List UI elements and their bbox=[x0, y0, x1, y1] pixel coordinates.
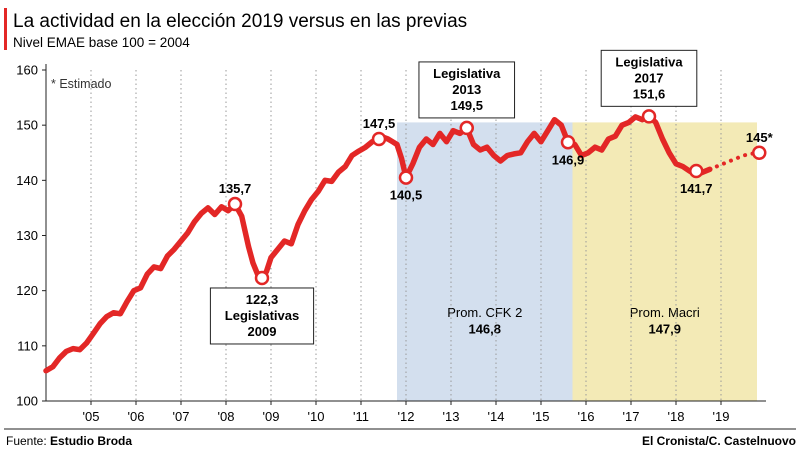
annotation-label-2: 147,5 bbox=[363, 116, 396, 131]
x-tick-label-6: '11 bbox=[353, 409, 369, 424]
x-tick-label-1: '06 bbox=[128, 409, 145, 424]
annotation-label-7: 141,7 bbox=[680, 181, 713, 196]
annotation-label-5: 146,9 bbox=[552, 152, 585, 167]
x-tick-label-0: '05 bbox=[83, 409, 100, 424]
title-accent-bar bbox=[4, 8, 7, 50]
x-tick-label-2: '07 bbox=[173, 409, 190, 424]
annotation-label-1-0: 122,3 bbox=[246, 292, 279, 307]
footer-source-value: Estudio Broda bbox=[50, 434, 132, 448]
y-tick-label-6: 160 bbox=[16, 63, 38, 78]
marker-points bbox=[227, 109, 767, 286]
x-tick-label-5: '10 bbox=[308, 409, 325, 424]
y-tick-label-0: 100 bbox=[16, 394, 38, 409]
annotation-label-4-1: 2013 bbox=[452, 82, 481, 97]
x-tick-label-12: '17 bbox=[623, 409, 640, 424]
annotation-label-0: 135,7 bbox=[219, 181, 252, 196]
y-tick-label-4: 140 bbox=[16, 173, 38, 188]
point-marker-3 bbox=[398, 170, 414, 185]
x-tick-label-13: '18 bbox=[668, 409, 685, 424]
point-marker-7 bbox=[689, 163, 704, 179]
annotation-label-4-0: Legislativa bbox=[433, 66, 501, 81]
annotation-label-6-0: Legislativa bbox=[615, 54, 683, 69]
annotation-box-4 bbox=[418, 61, 516, 119]
x-tick-label-9: '14 bbox=[488, 409, 505, 424]
y-tick-label-3: 130 bbox=[16, 228, 38, 243]
annotation-label-6-1: 2017 bbox=[635, 70, 664, 85]
point-marker-5 bbox=[560, 135, 576, 150]
shaded-region-label-1: Prom. Macri bbox=[630, 305, 700, 320]
annotation-label-4-2: 149,5 bbox=[450, 98, 483, 113]
point-marker-6 bbox=[641, 109, 657, 124]
chart-title: La actividad en la elección 2019 versus … bbox=[13, 11, 467, 32]
footer-source-label: Fuente: bbox=[6, 434, 50, 448]
point-marker-1 bbox=[254, 270, 270, 286]
annotation-label-6-2: 151,6 bbox=[633, 86, 666, 101]
shaded-region-1 bbox=[572, 122, 757, 402]
annotation-label-1-2: 2009 bbox=[248, 324, 277, 339]
point-marker-2 bbox=[371, 131, 387, 147]
point-marker-0 bbox=[227, 196, 243, 212]
x-tick-label-10: '15 bbox=[533, 409, 550, 424]
annotation-box-6 bbox=[600, 49, 698, 107]
x-tick-label-11: '16 bbox=[578, 409, 595, 424]
annotation-label-3: 140,5 bbox=[390, 188, 423, 203]
footer-source: Fuente: Estudio Broda bbox=[6, 434, 132, 448]
x-tick-label-4: '09 bbox=[263, 409, 280, 424]
y-tick-label-1: 110 bbox=[17, 338, 38, 353]
shaded-regions: Prom. CFK 2 146,8 Prom. Macri 147,9 bbox=[397, 122, 757, 402]
chart-text: La actividad en la elección 2019 versus … bbox=[4, 8, 796, 448]
point-marker-4 bbox=[459, 120, 474, 136]
axes: 100 110 120 130 140 150 160 '05 '06 '07 '08 '09 '10 '… bbox=[16, 63, 766, 424]
grid bbox=[90, 70, 722, 401]
shaded-region-value-1: 147,9 bbox=[648, 322, 681, 337]
annotation-box-1 bbox=[209, 287, 315, 345]
x-tick-label-14: '19 bbox=[713, 409, 730, 424]
y-tick-label-5: 150 bbox=[16, 118, 38, 133]
annotation-label-8: 145* bbox=[746, 130, 774, 145]
footer-credit: El Cronista/C. Castelnuovo bbox=[642, 434, 796, 448]
shaded-region-value-0: 146,8 bbox=[468, 322, 501, 337]
y-tick-label-2: 120 bbox=[16, 283, 38, 298]
chart-subtitle: Nivel EMAE base 100 = 2004 bbox=[13, 35, 190, 50]
chart-note: * Estimado bbox=[51, 77, 111, 91]
shaded-region-0 bbox=[397, 122, 573, 402]
x-tick-label-8: '13 bbox=[443, 409, 460, 424]
series-line-estimated bbox=[707, 150, 762, 172]
shaded-region-label-0: Prom. CFK 2 bbox=[447, 305, 522, 320]
annotation-label-1-1: Legislativas bbox=[225, 308, 299, 323]
point-marker-8 bbox=[752, 145, 767, 160]
x-tick-label-7: '12 bbox=[398, 409, 415, 424]
x-tick-label-3: '08 bbox=[218, 409, 235, 424]
